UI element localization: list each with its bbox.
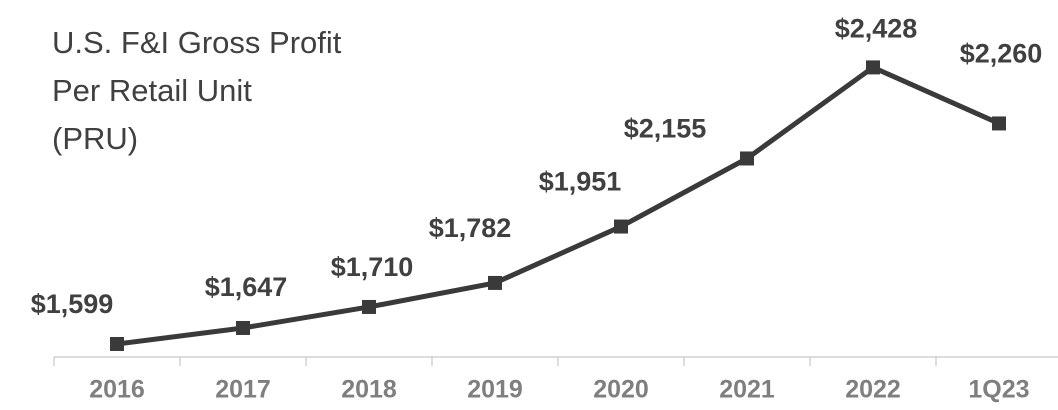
marker: [614, 219, 628, 234]
x-tick-label: 2016: [89, 376, 145, 404]
x-tick-label: 2021: [719, 376, 775, 404]
chart-title: U.S. F&I Gross Profit: [52, 25, 342, 60]
value-label: $1,782: [429, 213, 512, 243]
value-label: $1,951: [539, 167, 622, 197]
x-tick-label: 2022: [845, 376, 901, 404]
value-label: $1,647: [205, 272, 288, 302]
marker: [992, 116, 1006, 131]
x-tick-label: 1Q23: [968, 376, 1029, 404]
x-tick-label: 2018: [341, 376, 397, 404]
value-label: $1,710: [331, 252, 414, 282]
chart-title: (PRU): [52, 121, 138, 156]
marker: [488, 275, 502, 290]
marker: [740, 151, 754, 166]
x-tick-label: 2020: [593, 376, 649, 404]
line: [116, 64, 1001, 347]
value-label: $1,599: [31, 289, 114, 319]
marker: [236, 320, 250, 335]
x-tick-label: 2017: [215, 376, 271, 404]
value-label: $2,155: [624, 114, 707, 144]
x-tick-label: 2019: [467, 376, 523, 404]
value-label: $2,428: [835, 14, 918, 44]
marker: [866, 60, 880, 75]
marker: [362, 299, 376, 314]
chart-title: Per Retail Unit: [52, 73, 252, 108]
marker: [110, 336, 124, 351]
value-label: $2,260: [960, 39, 1043, 69]
